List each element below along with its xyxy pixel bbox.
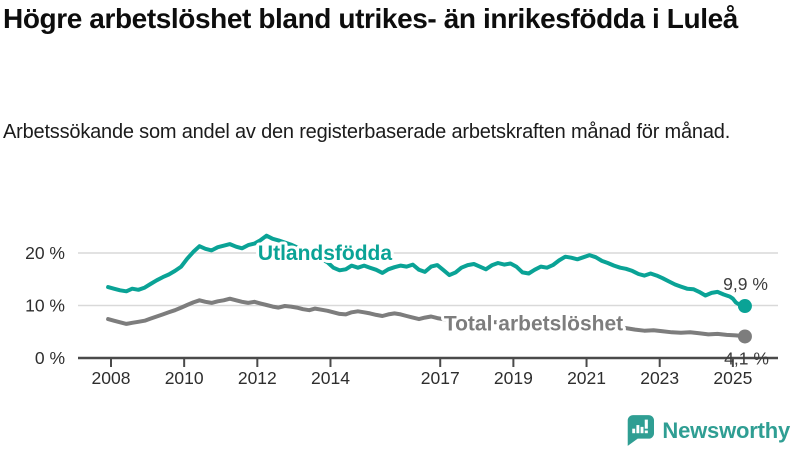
newsworthy-logo: Newsworthy — [625, 415, 790, 446]
end-value-label: 9,9 % — [723, 274, 768, 294]
x-axis-tick-label: 2012 — [238, 368, 277, 388]
chart-title: Högre arbetslöshet bland utrikes- än inr… — [3, 3, 738, 34]
end-value-label: 4,1 % — [724, 348, 769, 368]
x-axis-tick-label: 2010 — [165, 368, 204, 388]
x-axis-tick-label: 2025 — [713, 368, 752, 388]
x-axis-tick-label: 2017 — [421, 368, 460, 388]
x-axis-tick-label: 2019 — [494, 368, 533, 388]
x-axis-tick-label: 2008 — [92, 368, 131, 388]
newsworthy-wordmark: Newsworthy — [662, 417, 790, 443]
x-axis-tick-label: 2023 — [640, 368, 679, 388]
series-line-total — [106, 296, 747, 339]
newsworthy-icon — [628, 415, 655, 446]
chart-subtitle: Arbetssökande som andel av den registerb… — [3, 121, 731, 143]
series-line-foreign-born — [106, 233, 747, 308]
series-label: Utlandsfödda — [258, 242, 392, 265]
y-axis-tick-label: 0 % — [35, 348, 65, 368]
series-end-dot — [737, 299, 752, 314]
series-label: Total arbetslöshet — [444, 312, 623, 335]
x-axis-tick-label: 2014 — [311, 368, 350, 388]
y-axis-tick-label: 10 % — [25, 296, 65, 316]
series-end-dot — [737, 329, 752, 344]
y-axis-tick-label: 20 % — [25, 243, 65, 263]
x-axis-tick-label: 2021 — [567, 368, 606, 388]
